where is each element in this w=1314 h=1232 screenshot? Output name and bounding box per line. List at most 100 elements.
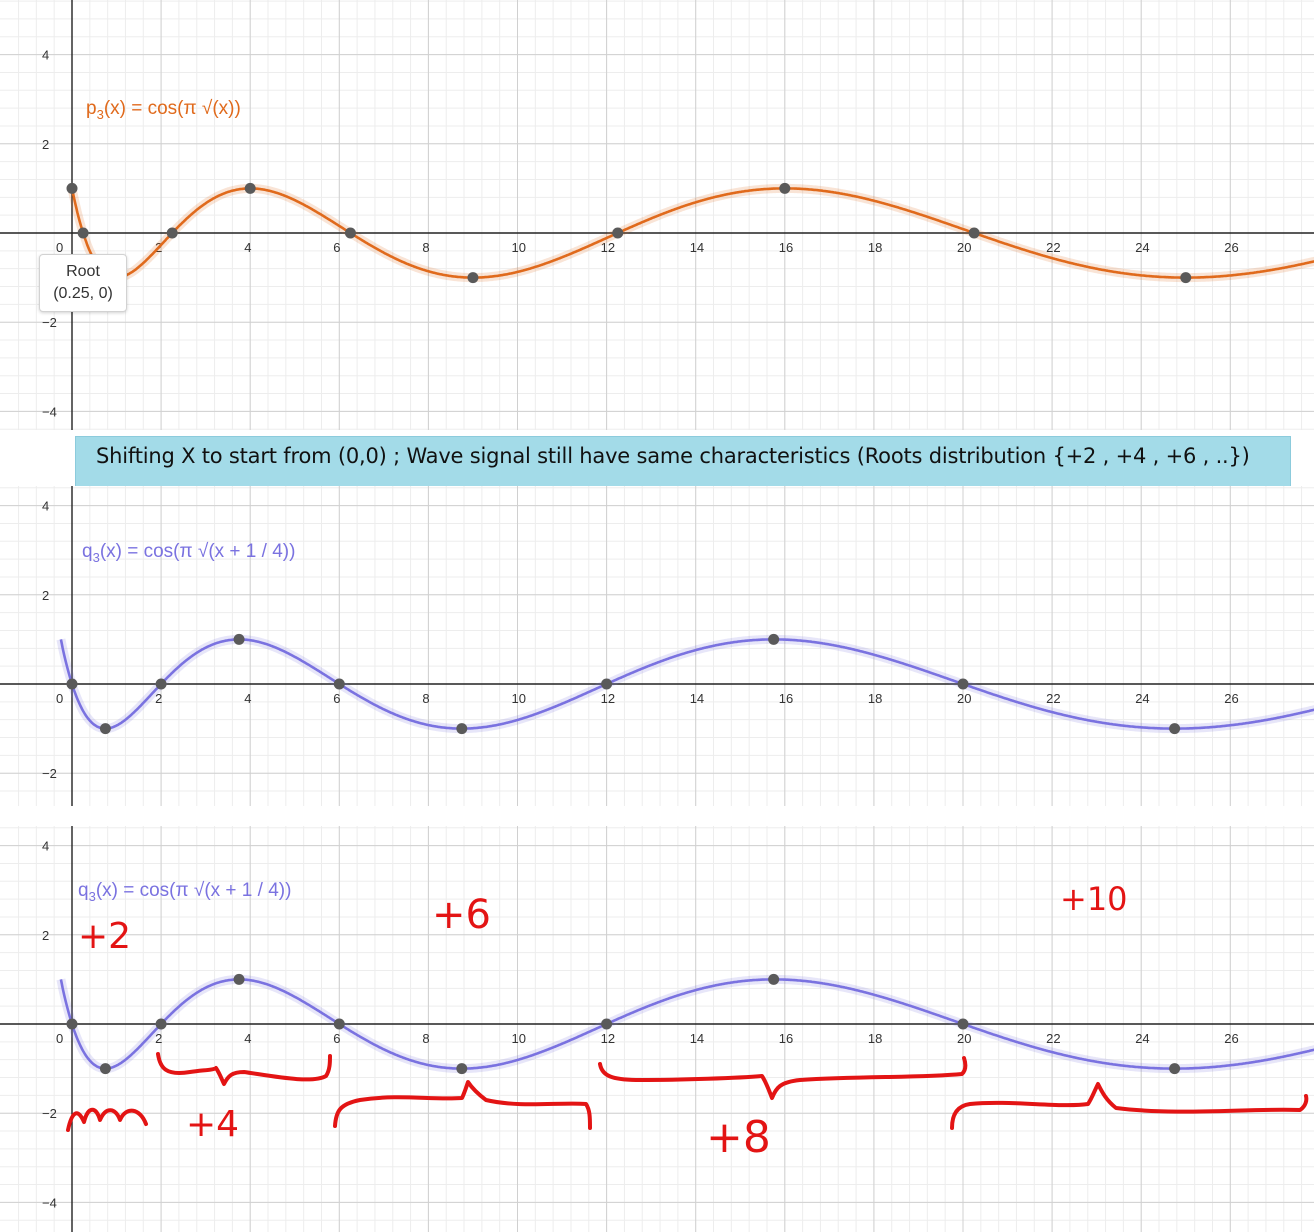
data-point [968, 227, 980, 239]
data-point [166, 227, 178, 239]
annotation-brace [950, 1082, 1309, 1130]
y-tick-label: −4 [42, 1195, 57, 1210]
eq-fn-sub: 3 [96, 106, 104, 122]
series-line [70, 187, 1314, 279]
y-tick-label: 2 [42, 137, 49, 152]
x-tick-label: 8 [422, 691, 429, 706]
x-tick-label: 6 [333, 691, 340, 706]
y-tick-label: 2 [42, 588, 49, 603]
eq-fn-name: q [82, 541, 93, 562]
y-tick-label: −2 [42, 766, 57, 781]
eq-fn-sub: 3 [92, 549, 100, 565]
y-tick-label: −4 [42, 404, 57, 419]
x-tick-label: 18 [868, 240, 882, 255]
data-point [768, 973, 780, 985]
data-point [99, 1063, 111, 1075]
root-tooltip: Root (0.25, 0) [39, 254, 127, 312]
eq-fn-rest: (x) = cos(π √(x + 1 / 4)) [95, 880, 292, 901]
y-tick-label: −2 [42, 315, 57, 330]
x-tick-label: 22 [1046, 1031, 1060, 1046]
x-tick-label: 2 [155, 691, 162, 706]
x-tick-label: 4 [244, 691, 251, 706]
data-point [77, 227, 89, 239]
annotation-brace [66, 1107, 148, 1132]
equation-label-q3-annotated: q3(x) = cos(π √(x + 1 / 4)) [78, 880, 291, 904]
x-tick-label: 16 [779, 240, 793, 255]
annotation-brace [333, 1080, 592, 1130]
y-tick-label: −2 [42, 1106, 57, 1121]
y-tick-label: 4 [42, 839, 49, 854]
x-tick-label: 24 [1135, 240, 1149, 255]
annotation-brace [598, 1056, 968, 1100]
y-tick-label: 0 [56, 240, 63, 255]
x-tick-label: 2 [155, 1031, 162, 1046]
x-tick-label: 14 [690, 240, 704, 255]
data-point [779, 182, 791, 194]
data-point [1169, 723, 1181, 735]
data-point [155, 1018, 167, 1030]
y-tick-label: 0 [56, 691, 63, 706]
x-tick-label: 16 [779, 691, 793, 706]
x-tick-label: 20 [957, 1031, 971, 1046]
x-tick-label: 6 [333, 240, 340, 255]
data-point [233, 973, 245, 985]
equation-label-q3: q3(x) = cos(π √(x + 1 / 4)) [82, 541, 295, 565]
series-line [59, 638, 1314, 730]
x-tick-label: 20 [957, 240, 971, 255]
x-tick-label: 26 [1224, 1031, 1238, 1046]
x-tick-label: 10 [512, 1031, 526, 1046]
x-tick-label: 26 [1224, 240, 1238, 255]
data-point [66, 182, 78, 194]
annotation-brace [156, 1052, 332, 1086]
data-point [957, 678, 969, 690]
x-tick-label: 12 [601, 1031, 615, 1046]
data-point [244, 182, 256, 194]
data-point [99, 723, 111, 735]
x-tick-label: 4 [244, 240, 251, 255]
root-tooltip-title: Root [66, 263, 100, 280]
y-tick-label: 2 [42, 928, 49, 943]
data-point [333, 1018, 345, 1030]
x-tick-label: 24 [1135, 691, 1149, 706]
x-tick-label: 24 [1135, 1031, 1149, 1046]
x-tick-label: 10 [512, 691, 526, 706]
x-tick-label: 12 [601, 240, 615, 255]
y-tick-label: 4 [42, 48, 49, 63]
data-point [456, 1063, 468, 1075]
graph-panel-q3: 2 4 6 8 10 12 14 16 18 20 22 24 26 −2 0 2 4 [0, 486, 1314, 806]
x-tick-label: 6 [333, 1031, 340, 1046]
y-tick-label: 4 [42, 499, 49, 514]
x-tick-label: 14 [690, 691, 704, 706]
eq-fn-rest: (x) = cos(π √(x + 1 / 4)) [99, 541, 296, 562]
eq-fn-sub: 3 [88, 888, 96, 904]
x-tick-label: 8 [422, 1031, 429, 1046]
major-grid [0, 0, 1314, 430]
x-tick-label: 18 [868, 691, 882, 706]
x-tick-label: 12 [601, 691, 615, 706]
annotation-plus2: +2 [78, 916, 132, 957]
data-point [601, 1018, 613, 1030]
x-tick-label: 10 [512, 240, 526, 255]
graph-panel-q3-annotated: 2 4 6 8 10 12 14 16 18 20 22 24 26 −4 −2 0 2 4 [0, 826, 1314, 1232]
y-tick-label: 0 [56, 1031, 63, 1046]
data-point [233, 633, 245, 645]
data-point [1180, 272, 1192, 284]
data-point [333, 678, 345, 690]
x-tick-label: 16 [779, 1031, 793, 1046]
data-point [1169, 1063, 1181, 1075]
data-point [467, 272, 479, 284]
root-tooltip-coords: (0.25, 0) [53, 285, 113, 302]
data-point [601, 678, 613, 690]
annotation-plus10: +10 [1060, 880, 1128, 918]
annotation-plus4: +4 [186, 1104, 240, 1145]
annotation-plus6: +6 [432, 892, 491, 938]
eq-fn-rest: (x) = cos(π √(x)) [103, 98, 241, 119]
data-point [155, 678, 167, 690]
x-tick-label: 22 [1046, 691, 1060, 706]
x-tick-label: 14 [690, 1031, 704, 1046]
eq-fn-name: p [86, 98, 97, 119]
data-point [66, 678, 78, 690]
